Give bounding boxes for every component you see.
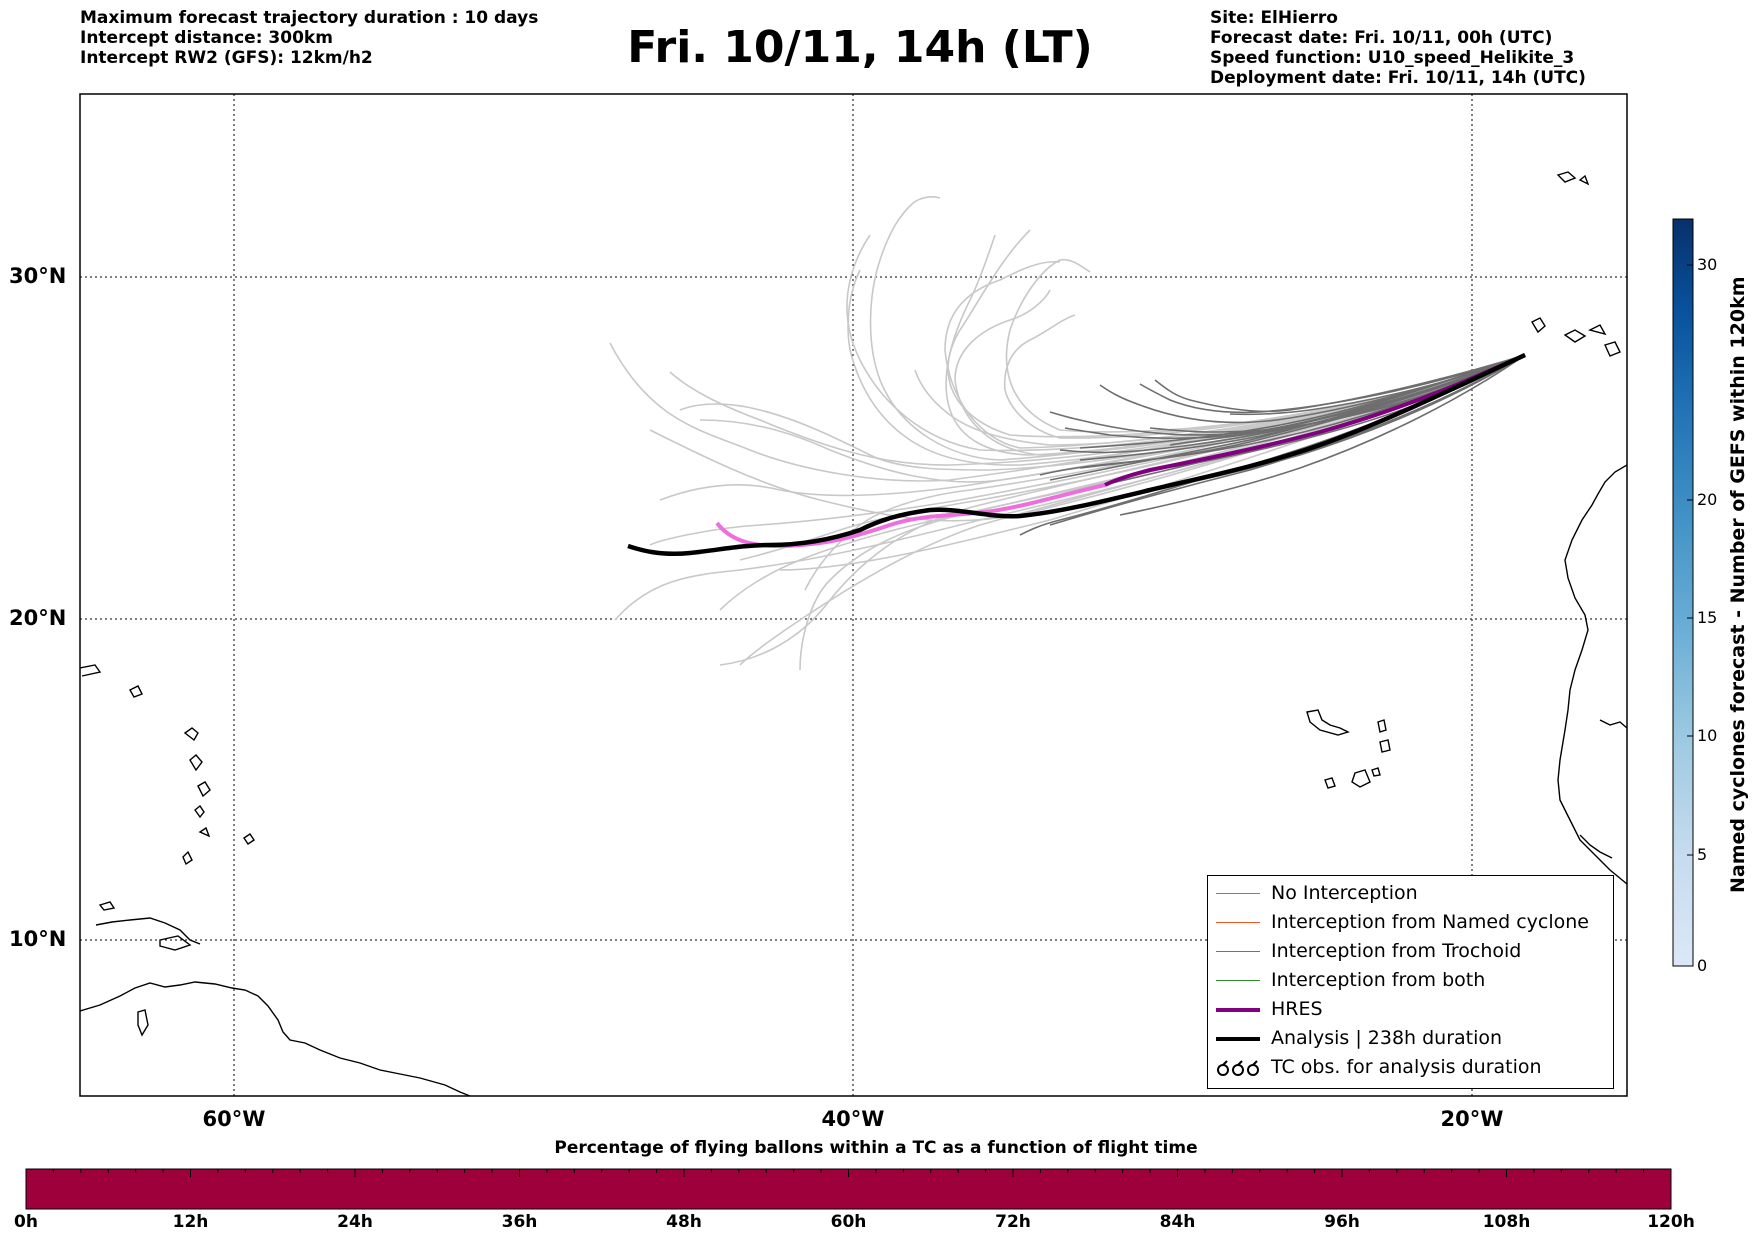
trinidad-island [159, 935, 192, 951]
flight-time-bar [25, 1168, 1672, 1210]
map-legend: No Interception Interception from Named … [1207, 875, 1614, 1089]
lesser-antilles-6 [182, 850, 193, 866]
legend-label: Analysis | 238h duration [1271, 1027, 1503, 1049]
bar-tick-84h: 84h [1159, 1212, 1196, 1232]
cape-verde-4 [1324, 767, 1381, 789]
south-america-coast [80, 981, 471, 1096]
lesser-antilles-5 [198, 826, 211, 838]
bar-tick-24h: 24h [337, 1212, 373, 1232]
lesser-antilles-2 [189, 754, 203, 772]
colorbar-tick-5: 5 [1697, 845, 1708, 864]
bar-tick-108h: 108h [1482, 1212, 1531, 1232]
lat-label-20n: 20°N [9, 606, 67, 630]
hres-trajectory [1104, 353, 1526, 487]
legend-swatch [1216, 1008, 1260, 1012]
map-frame [79, 93, 1628, 1097]
legend-item-no-interception: No Interception [1208, 880, 1613, 908]
africa-coast [1557, 464, 1627, 885]
madeira-island [1556, 171, 1590, 186]
legend-label: Interception from Trochoid [1271, 940, 1522, 962]
lesser-antilles-1 [183, 727, 199, 742]
site-text: Site: ElHierro [1210, 8, 1338, 28]
legend-label: Interception from Named cyclone [1271, 911, 1589, 933]
bar-tick-36h: 36h [501, 1212, 538, 1232]
legend-item-named-cyclone: Interception from Named cyclone [1208, 909, 1613, 937]
legend-label: HRES [1271, 998, 1323, 1020]
flight-time-bar-ticks [25, 1169, 1672, 1177]
tc-symbol-icon [1217, 1060, 1259, 1076]
legend-item-tc-obs: TC obs. for analysis duration [1208, 1054, 1613, 1082]
small-island-1 [243, 833, 255, 845]
site-parameters: Site: ElHierro Forecast date: Fri. 10/11… [1210, 8, 1586, 88]
analysis-trajectory [627, 352, 1526, 556]
colorbar-ticks [1687, 264, 1693, 967]
legend-swatch [1216, 980, 1260, 981]
legend-label: Interception from both [1271, 969, 1486, 991]
canary-islands [1531, 317, 1621, 357]
lesser-antilles-3 [197, 781, 211, 798]
lat-label-10n: 10°N [9, 927, 67, 951]
cape-verde-1 [1306, 709, 1350, 736]
west-africa-detail [1579, 719, 1627, 859]
colorbar-tick-20: 20 [1697, 490, 1718, 509]
legend-swatch [1216, 951, 1260, 952]
legend-item-trochoid: Interception from Trochoid [1208, 938, 1613, 966]
colorbar-tick-10: 10 [1697, 726, 1718, 745]
forecast-date-text: Forecast date: Fri. 10/11, 00h (UTC) [1210, 28, 1553, 48]
bottom-bar-title: Percentage of flying ballons within a TC… [554, 1138, 1198, 1158]
bar-tick-72h: 72h [995, 1212, 1031, 1232]
small-island-3 [137, 1009, 149, 1037]
intercept-rw2-text: Intercept RW2 (GFS): 12km/h2 [80, 48, 373, 68]
speed-function-text: Speed function: U10_speed_Helikite_3 [1210, 48, 1575, 68]
puerto-rico [80, 664, 102, 677]
lon-label-60w: 60°W [202, 1107, 266, 1131]
colorbar-tick-15: 15 [1697, 608, 1718, 627]
legend-label: No Interception [1271, 882, 1418, 904]
colorbar-label: Named cyclones forecast - Number of GEFS… [1727, 276, 1749, 893]
colorbar-tick-0: 0 [1697, 956, 1708, 975]
deployment-date-text: Deployment date: Fri. 10/11, 14h (UTC) [1210, 68, 1586, 88]
bar-tick-120h: 120h [1647, 1212, 1695, 1232]
lesser-antilles-4 [194, 804, 205, 819]
lon-label-20w: 20°W [1440, 1107, 1504, 1131]
small-island-2 [98, 901, 116, 911]
intercept-distance-text: Intercept distance: 300km [80, 28, 333, 48]
venezuela-coast [95, 917, 201, 945]
lon-label-40w: 40°W [821, 1107, 885, 1131]
bar-tick-48h: 48h [666, 1212, 702, 1232]
bar-tick-12h: 12h [172, 1212, 209, 1232]
page-title: Fri. 10/11, 14h (LT) [627, 22, 1093, 73]
legend-item-analysis: Analysis | 238h duration [1208, 1025, 1613, 1053]
cape-verde-2 [1377, 719, 1387, 733]
legend-label: TC obs. for analysis duration [1271, 1056, 1542, 1078]
lat-label-30n: 30°N [9, 264, 67, 288]
cyclone-colorbar [1672, 218, 1694, 967]
colorbar-gradient [1672, 218, 1694, 967]
colorbar-tick-30: 30 [1697, 255, 1718, 274]
bar-tick-60h: 60h [830, 1212, 867, 1232]
legend-swatch [1216, 1037, 1260, 1041]
legend-item-both: Interception from both [1208, 967, 1613, 995]
bar-tick-0h: 0h [14, 1212, 38, 1232]
colorbar-label-wrap: Named cyclones forecast - Number of GEFS… [1438, 276, 1752, 893]
max-duration-text: Maximum forecast trajectory duration : 1… [80, 8, 539, 28]
legend-swatch [1216, 893, 1260, 894]
forecast-parameters: Maximum forecast trajectory duration : 1… [80, 8, 538, 68]
legend-swatch [1216, 922, 1260, 923]
legend-item-hres: HRES [1208, 996, 1613, 1024]
virgin-islands [129, 685, 143, 698]
bar-tick-96h: 96h [1324, 1212, 1360, 1232]
coastlines [80, 171, 1627, 1096]
cape-verde-3 [1379, 739, 1391, 753]
